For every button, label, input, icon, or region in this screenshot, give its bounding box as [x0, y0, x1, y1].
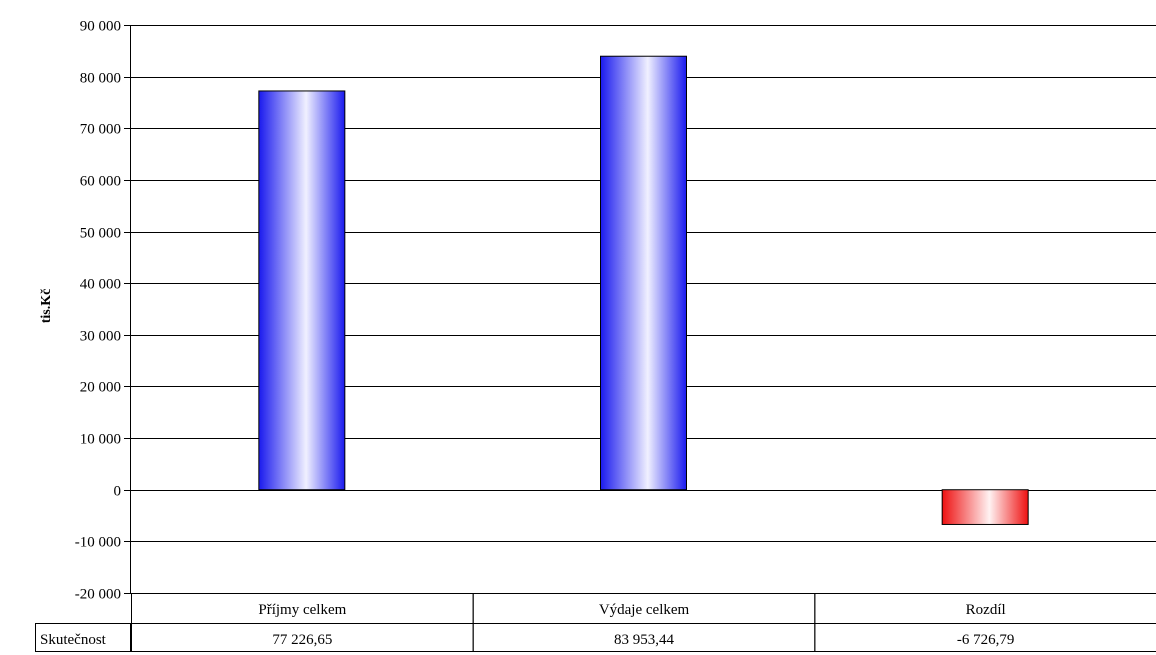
y-tick-label: 50 000 — [80, 226, 121, 242]
y-tick-label: 10 000 — [80, 432, 121, 448]
y-tick-label: -10 000 — [75, 535, 121, 551]
bar-1 — [600, 55, 687, 491]
y-tick-labels: 90 000 80 000 70 000 60 000 50 000 40 000 30 0… — [75, 19, 121, 603]
bar-0 — [258, 90, 346, 491]
y-tick-label: 90 000 — [80, 19, 121, 35]
y-tick-label: -20 000 — [75, 587, 121, 603]
table-row-label: Skutečnost — [40, 632, 107, 648]
y-tick-label: 60 000 — [80, 174, 121, 190]
y-tick-label: 80 000 — [80, 71, 121, 87]
y-axis-title: tis.Kč — [39, 289, 54, 324]
table-value-cell — [814, 623, 1156, 652]
bar-2 — [941, 489, 1029, 525]
data-table: Skutečnost Příjmy celkem 77 226,65 Výdaje … — [35, 593, 1156, 652]
table-value: 83 953,44 — [614, 632, 675, 648]
table-value: 77 226,65 — [272, 632, 332, 648]
bars — [258, 55, 1029, 525]
y-tick-label: 20 000 — [80, 380, 121, 396]
y-tick-label: 70 000 — [80, 122, 121, 138]
category-label: Výdaje celkem — [599, 602, 690, 618]
table-row-label-cell — [35, 623, 131, 652]
y-tick-label: 0 — [114, 484, 122, 500]
category-label: Příjmy celkem — [258, 602, 346, 618]
table-value: -6 726,79 — [957, 632, 1015, 648]
category-label: Rozdíl — [966, 602, 1006, 618]
y-tick-label: 30 000 — [80, 329, 121, 345]
y-tick-label: 40 000 — [80, 277, 121, 293]
